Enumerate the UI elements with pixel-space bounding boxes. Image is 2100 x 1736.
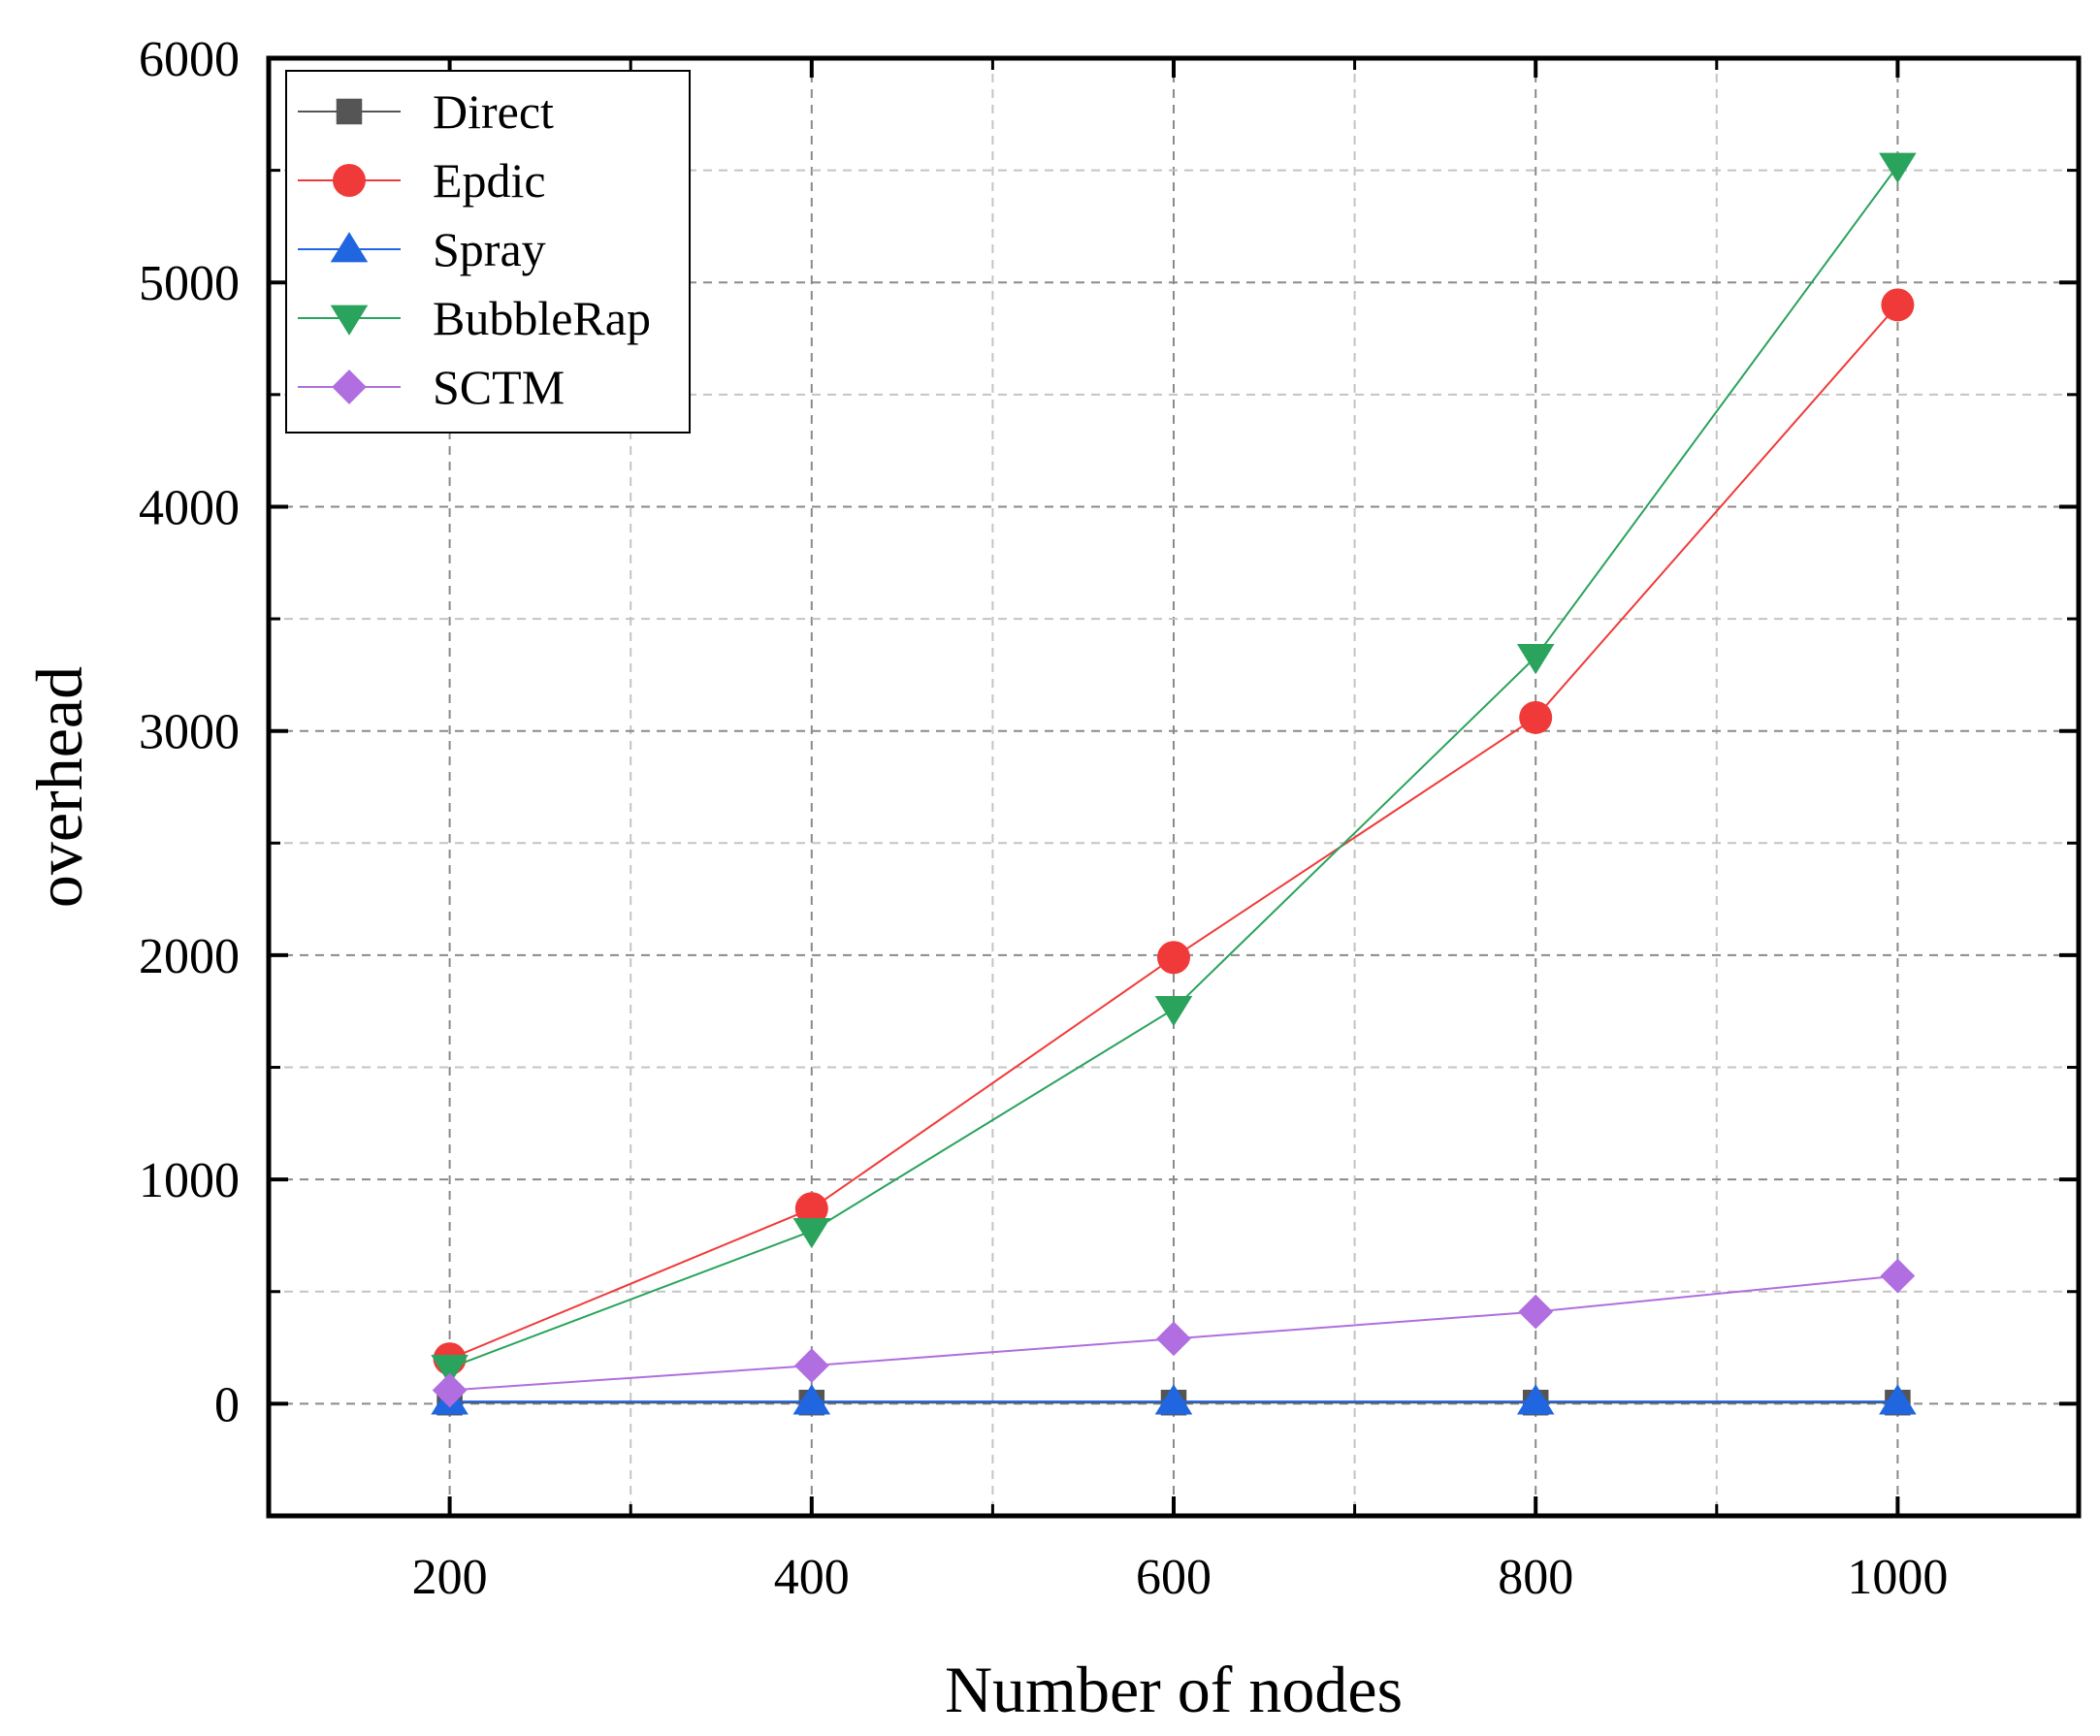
legend-marker-bubblerap xyxy=(330,305,369,336)
y-tick-label: 6000 xyxy=(139,32,240,87)
legend-marker-sctm xyxy=(332,370,367,404)
data-point-epdic xyxy=(1519,700,1553,734)
data-point-bubblerap xyxy=(792,1217,831,1249)
y-tick-label: 0 xyxy=(214,1377,240,1432)
y-tick-label: 4000 xyxy=(139,480,240,535)
data-point-spray xyxy=(792,1384,831,1415)
x-tick-label: 600 xyxy=(1136,1550,1212,1605)
x-tick-label: 400 xyxy=(774,1550,850,1605)
data-point-bubblerap xyxy=(1154,996,1193,1027)
data-point-spray xyxy=(1879,1384,1917,1415)
data-point-sctm xyxy=(1880,1258,1916,1294)
data-point-sctm xyxy=(1156,1321,1191,1357)
legend-item-sctm: SCTM xyxy=(298,360,565,414)
legend-label-spray: Spray xyxy=(433,222,546,276)
data-point-spray xyxy=(1516,1384,1555,1415)
series-bubblerap xyxy=(431,152,1917,1386)
data-point-sctm xyxy=(793,1348,829,1383)
legend-item-spray: Spray xyxy=(298,222,546,276)
data-point-epdic xyxy=(1157,941,1190,975)
data-point-bubblerap xyxy=(1879,152,1917,183)
axis-ticks xyxy=(269,56,2079,1518)
data-point-sctm xyxy=(432,1372,468,1408)
data-point-bubblerap xyxy=(1516,643,1555,675)
data-point-sctm xyxy=(1518,1294,1554,1330)
legend-item-direct: Direct xyxy=(298,84,554,139)
legend-marker-epdic xyxy=(333,164,366,197)
legend-item-epdic: Epdic xyxy=(298,153,546,208)
legend-item-bubblerap: BubbleRap xyxy=(298,291,651,345)
legend-marker-direct xyxy=(336,98,363,125)
data-point-epdic xyxy=(794,1192,828,1226)
y-tick-label: 2000 xyxy=(139,929,240,984)
x-tick-label: 1000 xyxy=(1847,1550,1948,1605)
x-axis-title: Number of nodes xyxy=(945,1653,1403,1726)
data-point-epdic xyxy=(1881,288,1915,322)
legend: Direct Epdic Spray BubbleRap SCTM xyxy=(285,70,691,434)
x-tick-label: 800 xyxy=(1498,1550,1573,1605)
series-epdic xyxy=(433,288,1915,1376)
series-sctm xyxy=(432,1258,1916,1408)
data-point-spray xyxy=(1154,1384,1193,1415)
legend-label-direct: Direct xyxy=(433,84,554,139)
legend-label-bubblerap: BubbleRap xyxy=(433,291,651,345)
y-axis-title: overhead xyxy=(22,666,96,908)
data-point-bubblerap xyxy=(431,1355,468,1386)
legend-label-sctm: SCTM xyxy=(433,360,565,414)
y-tick-label: 3000 xyxy=(139,705,240,760)
legend-marker-spray xyxy=(330,232,369,263)
legend-label-epdic: Epdic xyxy=(433,153,546,208)
x-tick-label: 200 xyxy=(412,1550,488,1605)
y-tick-label: 1000 xyxy=(139,1153,240,1208)
series-layer xyxy=(431,152,1917,1416)
tick-labels: 200 400 600 800 1000 0 1000 2000 3000 4000 5000 600… xyxy=(139,32,1948,1605)
y-tick-label: 5000 xyxy=(139,256,240,311)
